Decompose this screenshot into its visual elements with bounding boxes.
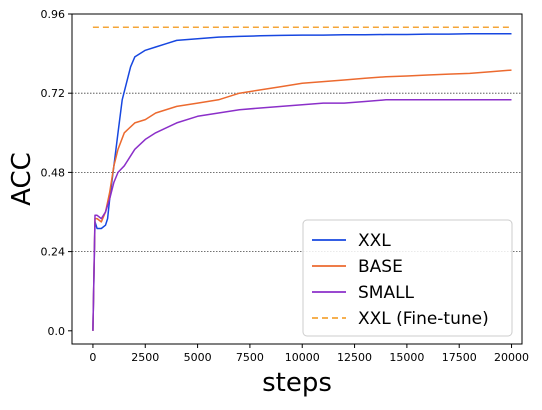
- legend-label: BASE: [358, 257, 403, 277]
- axis-ticks: 0.0 0.24 0.48 0.72 0.96 0 2500 5000 7500 10000 125…: [41, 8, 530, 364]
- y-tick-label: 0.0: [48, 325, 66, 338]
- x-tick-label: 17500: [442, 351, 477, 364]
- plot-frame: [71, 13, 523, 345]
- x-tick-label: 20000: [494, 351, 529, 364]
- x-axis-label: steps: [262, 368, 332, 398]
- x-tick-label: 0: [89, 351, 96, 364]
- y-tick-label: 0.48: [41, 166, 66, 179]
- series-line-xxl: [92, 33, 512, 331]
- series-line-base: [92, 69, 512, 331]
- legend: XXL BASE SMALL XXL (Fine-tune): [302, 219, 513, 337]
- legend-label: SMALL: [358, 283, 415, 303]
- x-tick-label: 15000: [389, 351, 424, 364]
- legend-label: XXL: [358, 231, 391, 251]
- x-tick-label: 5000: [184, 351, 212, 364]
- legend-box: [302, 219, 513, 337]
- x-tick-label: 12500: [337, 351, 372, 364]
- series-lines: [92, 26, 512, 331]
- y-tick-label: 0.72: [41, 87, 66, 100]
- y-tick-label: 0.24: [41, 246, 66, 259]
- x-tick-label: 2500: [131, 351, 159, 364]
- y-tick-label: 0.96: [41, 8, 66, 21]
- legend-label: XXL (Fine-tune): [358, 309, 489, 329]
- y-axis-label: ACC: [7, 152, 37, 206]
- x-tick-label: 7500: [236, 351, 264, 364]
- series-line-small: [92, 99, 512, 331]
- x-tick-label: 10000: [285, 351, 320, 364]
